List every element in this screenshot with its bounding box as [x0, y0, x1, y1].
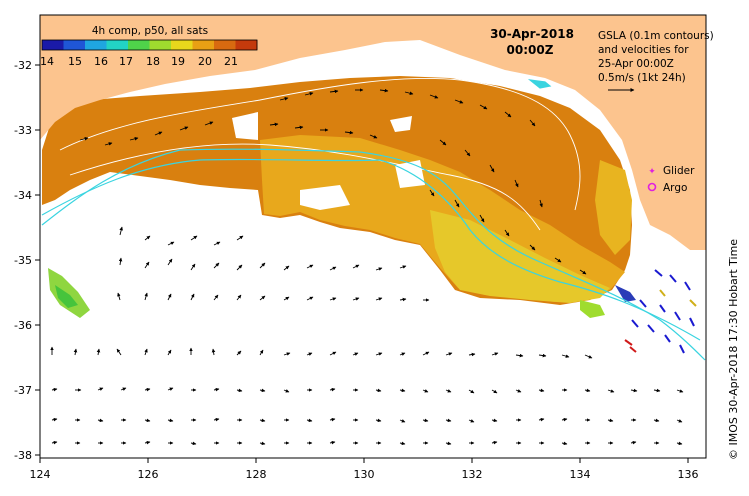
x-tick-label: 124 — [30, 468, 51, 481]
colorbar-title: 4h comp, p50, all sats — [92, 25, 208, 37]
y-tick-labels: -32 -33 -34 -35 -36 -37 -38 — [14, 59, 32, 462]
legend-argo-label: Argo — [663, 182, 687, 194]
argo-marker-icon — [647, 182, 657, 192]
colorbar-tick: 19 — [171, 55, 185, 68]
colorbar-swatches — [42, 40, 258, 50]
gsla-note-line3: 25-Apr 00:00Z — [598, 58, 674, 70]
colorbar-tick: 21 — [224, 55, 238, 68]
credit-text: © IMOS 30-Apr-2018 17:30 Hobart Time — [727, 239, 740, 460]
gsla-note-line1: GSLA (0.1m contours) — [598, 30, 714, 42]
colorbar-swatch — [149, 40, 172, 50]
colorbar-swatch — [235, 40, 258, 50]
timestamp-date: 30-Apr-2018 — [490, 27, 574, 41]
timestamp: 30-Apr-2018 00:00Z — [490, 27, 574, 57]
colorbar-tick: 17 — [119, 55, 133, 68]
gsla-note-scale: 0.5m/s (1kt 24h) — [598, 72, 686, 84]
sst-field — [42, 76, 636, 325]
x-tick-label: 132 — [462, 468, 483, 481]
argo-vectors — [624, 269, 697, 354]
y-tick-label: -33 — [14, 124, 32, 137]
colorbar-swatch — [192, 40, 215, 50]
legend-glider-label: Glider — [663, 165, 695, 177]
colorbar-swatch — [128, 40, 150, 50]
colorbar-swatch — [214, 40, 236, 50]
colorbar-tick: 20 — [198, 55, 212, 68]
x-tick-label: 128 — [246, 468, 267, 481]
gsla-note-line2: and velocities for — [598, 44, 689, 56]
glider-tracks — [41, 79, 706, 361]
colorbar-swatch — [63, 40, 86, 50]
land-mass — [40, 15, 706, 250]
colorbar-tick: 16 — [94, 55, 108, 68]
plot-frame — [39, 14, 707, 459]
y-tick-label: -36 — [14, 319, 32, 332]
colorbar-swatch — [85, 40, 107, 50]
y-axis — [35, 64, 40, 456]
x-tick-label: 130 — [354, 468, 375, 481]
colorbar: 4h comp, p50, all sats 14 15 16 17 18 19… — [40, 25, 258, 68]
gsla-note: GSLA (0.1m contours) and velocities for … — [598, 30, 714, 92]
colorbar-tick: 15 — [68, 55, 82, 68]
x-tick-label: 136 — [678, 468, 699, 481]
timestamp-time: 00:00Z — [507, 43, 554, 57]
y-tick-label: -35 — [14, 254, 32, 267]
x-tick-label: 126 — [138, 468, 159, 481]
colorbar-tick: 14 — [40, 55, 54, 68]
y-tick-label: -34 — [14, 189, 32, 202]
x-tick-label: 134 — [570, 468, 591, 481]
colorbar-swatch — [106, 40, 129, 50]
x-axis — [39, 458, 689, 463]
x-tick-labels: 124 126 128 130 132 134 136 — [30, 468, 699, 481]
colorbar-swatch — [42, 40, 64, 50]
y-tick-label: -38 — [14, 449, 32, 462]
legend: ✦ Glider Argo — [647, 165, 695, 194]
glider-marker-icon: ✦ — [648, 167, 656, 177]
gsla-contours — [59, 77, 581, 231]
velocity-arrows — [50, 88, 684, 446]
colorbar-tick: 18 — [146, 55, 160, 68]
y-tick-label: -37 — [14, 384, 32, 397]
y-tick-label: -32 — [14, 59, 32, 72]
colorbar-swatch — [171, 40, 193, 50]
